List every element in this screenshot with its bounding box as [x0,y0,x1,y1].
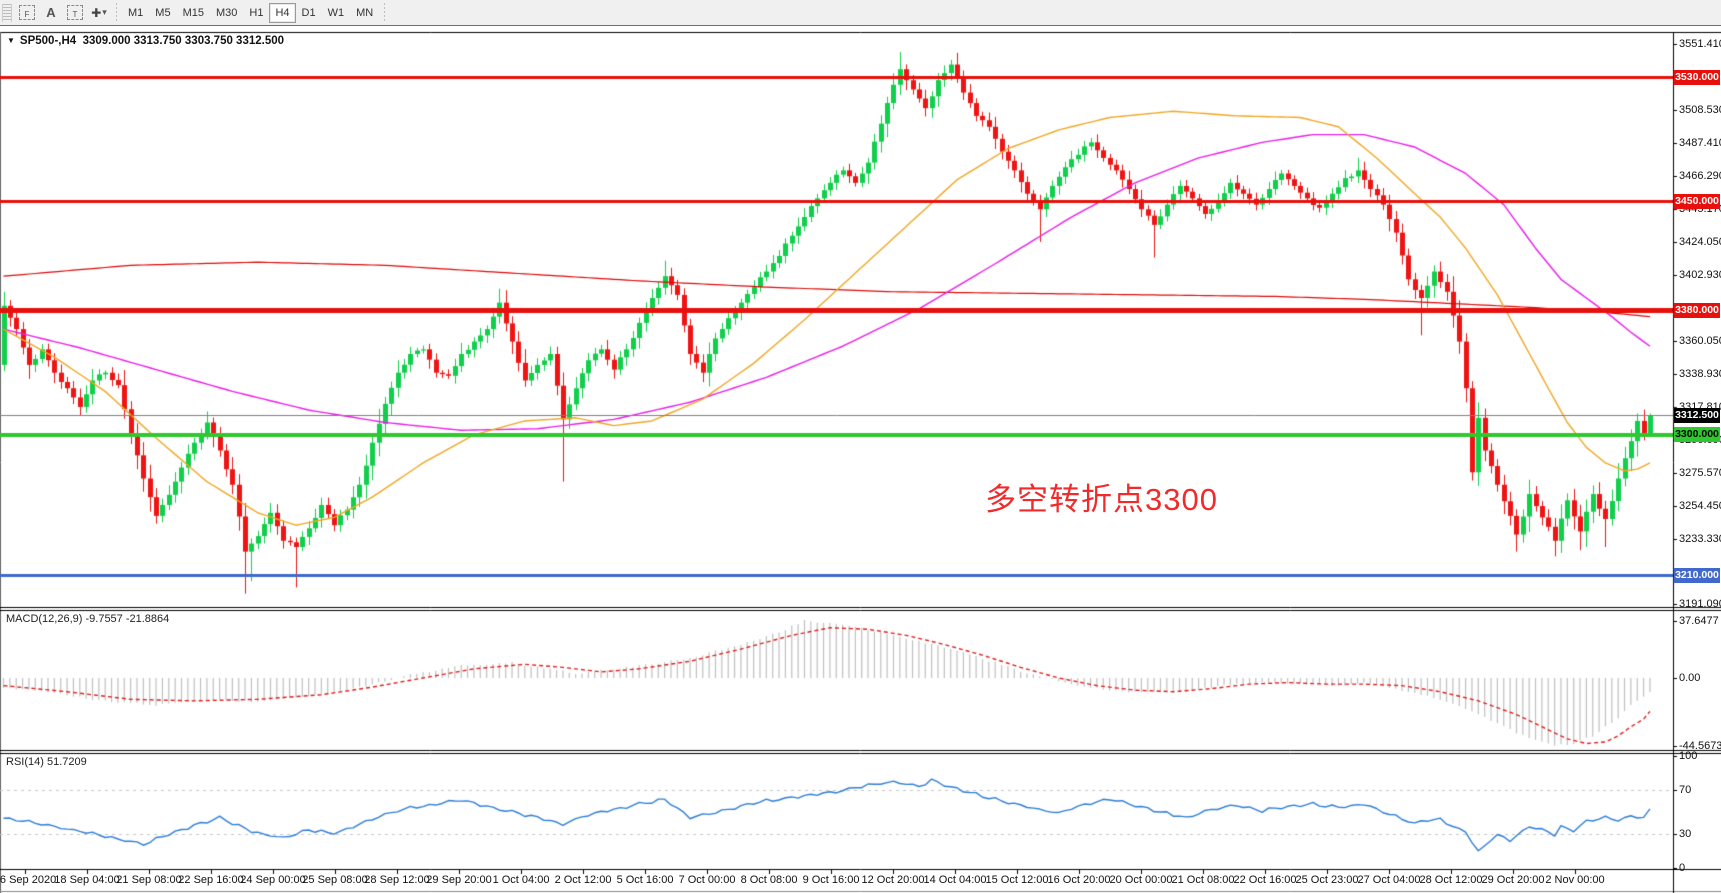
price-level-tag: 3300.000 [1674,427,1720,443]
time-axis-label: 28 Oct 12:00 [1419,874,1483,886]
time-axis-label: 29 Sep 20:00 [426,874,492,886]
price-level-tag: 3530.000 [1674,69,1720,85]
time-axis-label: 2 Oct 12:00 [554,874,612,886]
price-tick-label: 3508.530 [1679,104,1721,117]
letter-t-glyph: T [67,5,83,20]
price-tick-label: 3402.930 [1679,268,1721,281]
timeframe-button-m15[interactable]: M15 [177,3,210,23]
crosshair-glyph: ✚ [91,5,102,20]
rsi-tick-label: 70 [1679,783,1692,796]
time-axis-label: 15 Oct 12:00 [985,874,1049,886]
time-axis-label: 16 Sep 2020 [0,874,57,886]
timeframe-button-h4[interactable]: H4 [269,2,296,23]
timeframe-button-h1[interactable]: H1 [243,3,269,23]
text-box-icon[interactable]: T [63,2,87,23]
macd-tick-label: 37.6477 [1679,614,1719,627]
price-level-tag: 3210.000 [1674,567,1720,583]
price-level-tag: 3450.000 [1674,194,1720,209]
time-axis-label: 29 Oct 20:00 [1481,874,1545,886]
time-axis-label: 8 Oct 08:00 [740,874,798,886]
time-axis-label: 9 Oct 16:00 [802,874,860,886]
macd-tick-label: -44.5673 [1679,739,1721,752]
text-label-icon[interactable]: A [39,2,63,23]
time-axis-label: 25 Sep 08:00 [302,874,368,886]
price-tick-label: 3275.570 [1679,466,1721,479]
time-axis-label: 24 Sep 00:00 [240,874,306,886]
rsi-tick-label: 100 [1679,750,1698,762]
timeframe-button-m5[interactable]: M5 [149,3,176,23]
price-tick-label: 3551.410 [1679,37,1721,50]
time-axis-label: 12 Oct 20:00 [861,874,925,886]
time-axis-label: 14 Oct 04:00 [923,874,987,886]
letter-a-glyph: A [46,5,56,20]
toolbar: F A T ✚ ▾ M1 M5 M15 M30 H1 H4 D1 W1 MN [0,0,1721,26]
time-axis-label: 20 Oct 00:00 [1109,874,1173,886]
toolbar-separator [384,2,386,23]
rsi-tick-label: 0 [1679,862,1686,874]
time-axis-label: 21 Oct 08:00 [1171,874,1235,886]
time-axis-label: 16 Oct 20:00 [1047,874,1111,886]
macd-tick-label: 0.00 [1679,672,1701,684]
time-axis-label: 27 Oct 04:00 [1357,874,1421,886]
price-tick-label: 3254.450 [1679,499,1721,512]
crosshair-tool-icon[interactable]: ✚ ▾ [87,2,111,23]
price-tick-label: 3487.410 [1679,137,1721,150]
dropdown-caret-icon: ▾ [102,7,107,17]
price-level-tag: 3380.000 [1674,302,1720,318]
time-axis-label: 21 Sep 08:00 [116,874,182,886]
price-tick-label: 3338.930 [1679,368,1721,381]
time-axis-label: 1 Oct 04:00 [492,874,550,886]
price-tick-label: 3191.090 [1679,598,1721,611]
time-axis-label: 28 Sep 12:00 [364,874,430,886]
current-price-tag: 3312.500 [1674,407,1720,423]
dashed-frame-f-glyph: F [19,5,35,20]
time-axis-label: 18 Sep 04:00 [54,874,120,886]
timeframe-button-w1[interactable]: W1 [322,3,351,23]
dashed-frame-f-icon[interactable]: F [15,2,39,23]
rsi-tick-label: 30 [1679,828,1692,841]
time-axis-label: 5 Oct 16:00 [616,874,674,886]
timeframe-buttons: M1 M5 M15 M30 H1 H4 D1 W1 MN [122,2,379,23]
timeframe-button-d1[interactable]: D1 [296,3,322,23]
timeframe-button-mn[interactable]: MN [350,3,379,23]
toolbar-grip[interactable] [2,3,12,22]
time-axis-label: 22 Sep 16:00 [178,874,244,886]
price-tick-label: 3360.050 [1679,335,1721,348]
price-tick-label: 3466.290 [1679,170,1721,183]
price-tick-label: 3424.050 [1679,235,1721,248]
timeframe-button-m1[interactable]: M1 [122,3,149,23]
time-axis-label: 2 Nov 00:00 [1545,874,1605,886]
timeframe-button-m30[interactable]: M30 [210,3,243,23]
price-tick-label: 3233.330 [1679,532,1721,545]
time-axis-label: 25 Oct 23:00 [1295,874,1359,886]
time-axis-label: 7 Oct 00:00 [678,874,736,886]
toolbar-separator [116,2,117,23]
time-axis-label: 22 Oct 16:00 [1233,874,1297,886]
